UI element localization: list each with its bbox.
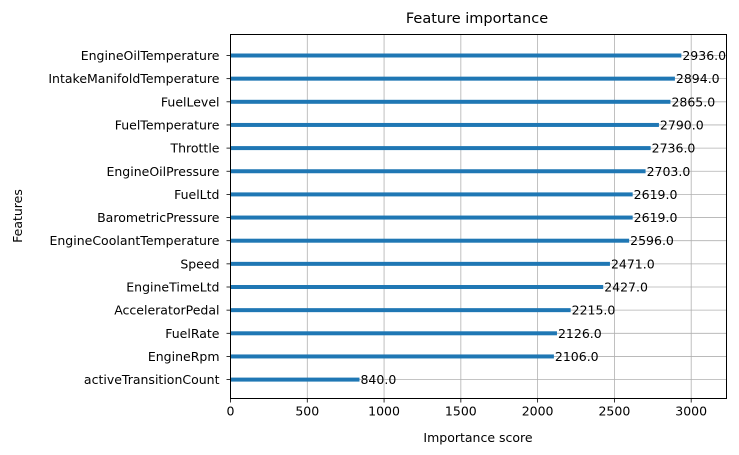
- bar: [230, 238, 630, 243]
- x-tick-label: 0: [227, 404, 235, 419]
- chart-title: Feature importance: [406, 11, 548, 27]
- bar: [230, 377, 360, 382]
- bar-value-label: 2865.0: [671, 94, 715, 109]
- x-axis-label: Importance score: [423, 430, 533, 445]
- bars-group: [230, 53, 682, 382]
- category-label: FuelTemperature: [115, 117, 220, 132]
- category-label: EngineOilTemperature: [81, 48, 220, 63]
- bar: [230, 215, 633, 220]
- category-label: EngineRpm: [148, 349, 220, 364]
- bar: [230, 122, 659, 127]
- x-tick-label: 2000: [522, 404, 554, 419]
- bar-value-label: 2790.0: [660, 117, 704, 132]
- bar-value-label: 840.0: [360, 372, 396, 387]
- bar-value-label: 2126.0: [558, 326, 602, 341]
- bar: [230, 169, 646, 174]
- value-labels-group: 2936.0 2894.0 2865.0 2790.0 2736.0 2703.0 2619…: [360, 48, 726, 387]
- bar-value-label: 2619.0: [634, 210, 678, 225]
- category-label: FuelRate: [165, 326, 220, 341]
- x-tick-label: 2500: [598, 404, 630, 419]
- bar-value-label: 2894.0: [676, 71, 720, 86]
- category-labels-group: EngineOilTemperature IntakeManifoldTemper…: [48, 48, 231, 387]
- category-label: Throttle: [169, 141, 219, 156]
- bar-value-label: 2936.0: [682, 48, 726, 63]
- bar: [230, 354, 554, 359]
- x-tick-label: 500: [295, 404, 319, 419]
- category-label: IntakeManifoldTemperature: [48, 71, 219, 86]
- bar: [230, 261, 610, 266]
- bar-value-label: 2427.0: [604, 280, 648, 295]
- bar-value-label: 2471.0: [611, 256, 655, 271]
- category-label: FuelLevel: [161, 94, 220, 109]
- bar-value-label: 2596.0: [630, 233, 674, 248]
- category-label: AcceleratorPedal: [114, 303, 219, 318]
- bar: [230, 192, 633, 197]
- bar-value-label: 2619.0: [634, 187, 678, 202]
- category-label: BarometricPressure: [97, 210, 220, 225]
- bar-value-label: 2736.0: [652, 141, 696, 156]
- category-label: EngineTimeLtd: [126, 280, 219, 295]
- category-label: activeTransitionCount: [84, 372, 220, 387]
- bar: [230, 53, 682, 58]
- bar-value-label: 2106.0: [555, 349, 599, 364]
- bar: [230, 99, 671, 104]
- plot-frame: [230, 34, 727, 399]
- category-label: Speed: [180, 256, 219, 271]
- bar: [230, 331, 557, 336]
- bar-value-label: 2215.0: [572, 303, 616, 318]
- bar: [230, 285, 604, 289]
- bar: [230, 308, 571, 313]
- bar-value-label: 2703.0: [647, 164, 691, 179]
- x-tick-label: 3000: [675, 404, 707, 419]
- category-label: EngineOilPressure: [106, 164, 219, 179]
- category-label: EngineCoolantTemperature: [49, 233, 219, 248]
- bar: [230, 76, 675, 81]
- y-axis-label: Features: [10, 189, 25, 243]
- x-tick-label: 1000: [368, 404, 400, 419]
- category-label: FuelLtd: [174, 187, 219, 202]
- x-axis-ticks: 0 500 1000 1500 2000 2500 3000: [227, 398, 707, 419]
- x-tick-label: 1500: [445, 404, 477, 419]
- bar: [230, 146, 651, 151]
